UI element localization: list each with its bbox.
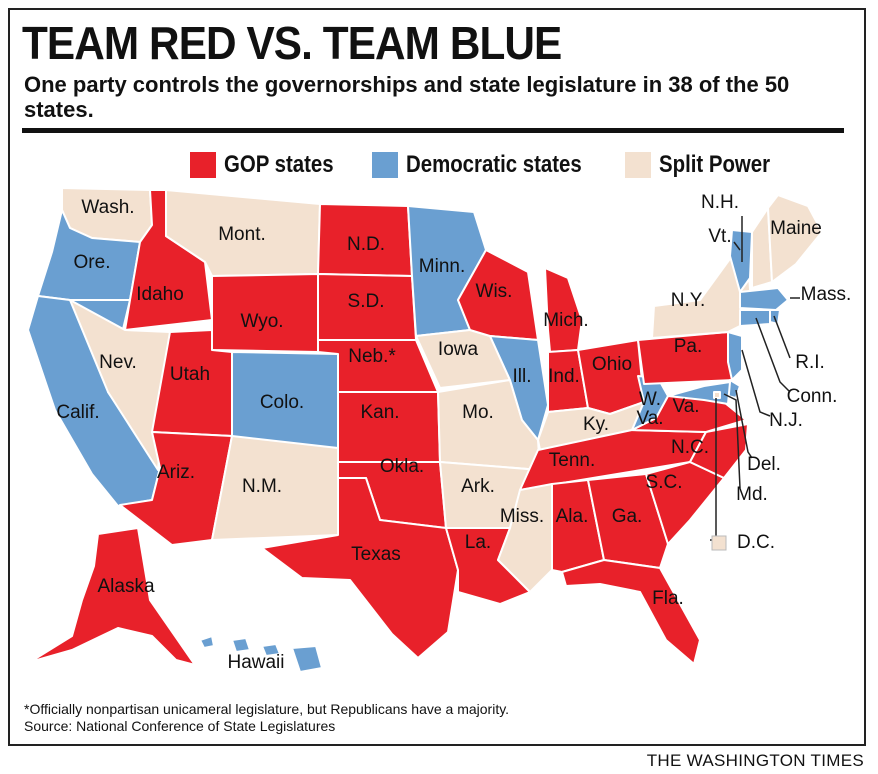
state-label-mi: Mich.	[543, 310, 588, 331]
state-shapes	[27, 187, 823, 673]
legend-item-dem: Democratic states	[372, 148, 613, 182]
subtitle: One party controls the governorships and…	[24, 72, 790, 122]
state-label-id: Idaho	[136, 284, 184, 305]
state-label-nc: N.C.	[671, 437, 709, 458]
state-label-ny: N.Y.	[671, 290, 706, 311]
state-tx	[261, 477, 459, 659]
state-nc	[689, 423, 749, 479]
state-label-me: Maine	[770, 218, 822, 239]
leader-line-ri	[773, 315, 791, 359]
state-label-de: Del.	[747, 454, 781, 475]
state-label-ok: Okla.	[380, 456, 424, 477]
legend-label-gop: GOP states	[224, 151, 334, 178]
state-label-or: Ore.	[74, 252, 111, 273]
legend-label-dem: Democratic states	[406, 151, 582, 178]
state-label-ks: Kan.	[360, 402, 399, 423]
state-label-wy: Wyo.	[240, 311, 283, 332]
state-label-pa: Pa.	[674, 336, 703, 357]
state-label-ms: Miss.	[500, 506, 544, 527]
legend-swatch-dem	[372, 152, 398, 178]
state-label-ar: Ark.	[461, 476, 495, 497]
state-label-wa: Wash.	[81, 197, 134, 218]
state-label-nm: N.M.	[242, 476, 282, 497]
state-label-ct: Conn.	[787, 386, 838, 407]
state-label-ia: Iowa	[438, 339, 479, 360]
footnote: *Officially nonpartisan unicameral legis…	[24, 701, 510, 717]
state-oh	[577, 339, 645, 415]
legend-label-split: Split Power	[659, 151, 771, 178]
state-label-il: Ill.	[513, 366, 532, 387]
state-label-nj: N.J.	[769, 410, 803, 431]
state-label-nh: N.H.	[701, 192, 739, 213]
state-label-ky: Ky.	[583, 414, 609, 435]
graphic-frame	[8, 8, 866, 746]
state-label-md: Md.	[736, 484, 768, 505]
leader-lines	[710, 216, 800, 551]
state-label-la: La.	[465, 532, 491, 553]
state-label-oh: Ohio	[592, 354, 632, 375]
state-ny	[651, 255, 753, 339]
state-label-sd: S.D.	[348, 291, 385, 312]
state-label-ca: Calif.	[56, 402, 99, 423]
state-label-wv: W. Va.	[636, 389, 663, 429]
state-label-mt: Mont.	[218, 224, 266, 245]
state-label-az: Ariz.	[157, 462, 195, 483]
state-label-hi: Hawaii	[227, 652, 284, 673]
leader-line-de	[735, 389, 753, 459]
leader-line-vt	[733, 241, 741, 251]
state-hi	[199, 635, 323, 673]
state-nj	[727, 331, 743, 381]
state-fl	[561, 559, 701, 665]
state-label-ne: Neb.*	[348, 346, 396, 367]
page-title: TEAM RED VS. TEAM BLUE	[22, 17, 562, 69]
state-label-wi: Wis.	[476, 281, 513, 302]
state-label-nv: Nev.	[99, 352, 137, 373]
leader-line-ct	[755, 317, 791, 393]
state-vt	[729, 229, 753, 293]
state-ma	[739, 287, 789, 311]
state-dc	[713, 391, 721, 399]
state-me	[767, 194, 823, 283]
state-label-co: Colo.	[260, 392, 304, 413]
state-label-vt: Vt.	[708, 226, 731, 247]
state-label-sc: S.C.	[646, 472, 683, 493]
state-label-in: Ind.	[548, 366, 580, 387]
dc-swatch	[711, 535, 727, 551]
legend-swatch-split	[625, 152, 651, 178]
state-sc	[645, 461, 725, 545]
state-label-tn: Tenn.	[549, 450, 595, 471]
state-label-ri: R.I.	[795, 352, 825, 373]
state-label-mn: Minn.	[419, 256, 465, 277]
state-label-nd: N.D.	[347, 234, 385, 255]
state-label-tx: Texas	[351, 544, 401, 565]
state-label-ma: Mass.	[801, 284, 852, 305]
publisher-credit: THE WASHINGTON TIMES	[646, 751, 864, 770]
leader-line-nj	[741, 349, 771, 417]
state-label-mo: Mo.	[462, 402, 494, 423]
source-line: Source: National Conference of State Leg…	[24, 718, 336, 734]
leader-line-md	[723, 393, 741, 489]
legend-item-split: Split Power	[625, 148, 790, 182]
state-labels: Wash. Ore. Calif. Idaho Nev. Mont. Wyo. Utah Ari…	[56, 192, 851, 673]
state-ga	[587, 473, 669, 569]
state-label-al: Ala.	[556, 506, 589, 527]
state-label-ak: Alaska	[97, 576, 154, 597]
state-ct	[739, 309, 771, 327]
title-divider	[22, 128, 844, 133]
state-label-ga: Ga.	[612, 506, 643, 527]
state-ak	[29, 527, 196, 666]
state-label-va: Va.	[672, 396, 699, 417]
legend-swatch-gop	[190, 152, 216, 178]
state-label-ut: Utah	[170, 364, 210, 385]
state-label-fl: Fla.	[652, 588, 684, 609]
legend-item-gop: GOP states	[190, 148, 353, 182]
state-label-dc: D.C.	[737, 532, 775, 553]
